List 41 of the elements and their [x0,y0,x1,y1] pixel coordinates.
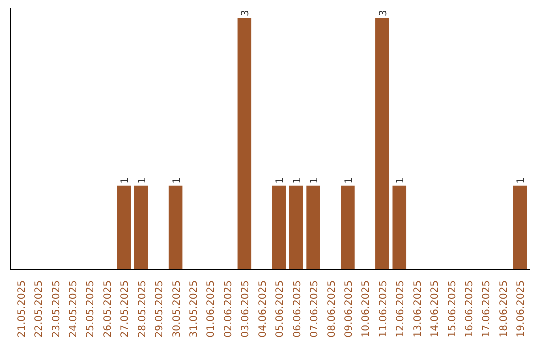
x-tick-label: 03.06.2025 [240,280,252,338]
data-label: 3 [378,10,390,17]
data-label: 1 [120,177,132,184]
x-tick-label: 30.05.2025 [172,280,183,338]
x-tick-label: 21.05.2025 [16,280,28,338]
x-tick-label: 09.06.2025 [344,280,355,338]
x-tick-label: 08.06.2025 [326,280,338,338]
x-tick-label: 07.06.2025 [310,280,321,338]
data-label: 3 [240,10,252,17]
x-tick-label: 06.06.2025 [292,280,304,338]
x-tick-label: 28.05.2025 [137,280,148,338]
data-label: 1 [172,177,183,184]
x-tick-label: 01.06.2025 [206,280,218,338]
x-tick-label: 25.05.2025 [86,280,97,338]
x-tick-label: 04.06.2025 [258,280,269,338]
x-tick-label: 05.06.2025 [275,280,286,338]
x-tick-label: 15.06.2025 [447,280,458,338]
x-tick-label: 31.05.2025 [189,280,200,338]
x-tick-label: 17.06.2025 [482,280,493,338]
x-tick-label: 19.06.2025 [516,280,528,338]
x-tick-label: 16.06.2025 [464,280,476,338]
x-tick-label: 12.06.2025 [396,280,407,338]
x-tick-label: 10.06.2025 [361,280,372,338]
data-label: 1 [275,177,286,184]
x-tick-label: 23.05.2025 [51,280,62,338]
x-tick-label: 14.06.2025 [430,280,442,338]
x-tick-label: 29.05.2025 [154,280,166,338]
x-tick-label: 02.06.2025 [223,280,234,338]
data-label: 1 [292,177,304,184]
data-label: 1 [516,177,528,184]
data-label: 1 [396,177,407,184]
x-tick-label: 22.05.2025 [34,280,46,338]
x-tick-label: 11.06.2025 [378,280,390,338]
x-tick-label: 13.06.2025 [412,280,424,338]
x-tick-label: 18.06.2025 [498,280,510,338]
data-label: 1 [310,177,321,184]
data-label: 1 [137,177,148,184]
x-tick-label: 27.05.2025 [120,280,132,338]
data-label: 1 [344,177,355,184]
x-tick-label: 26.05.2025 [102,280,114,338]
x-tick-label: 24.05.2025 [68,280,80,338]
